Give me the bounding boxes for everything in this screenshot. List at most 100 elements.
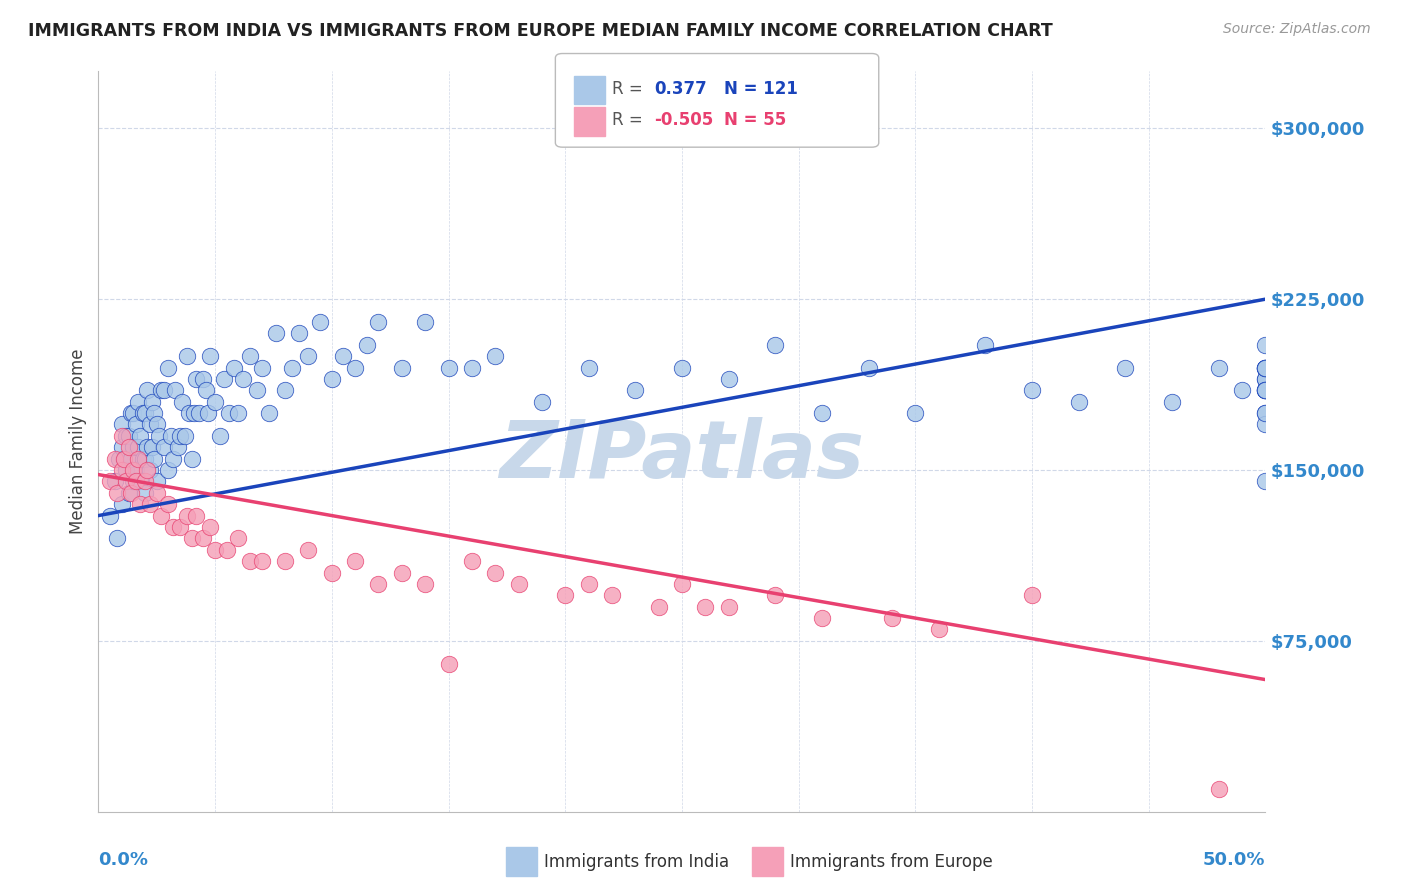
Point [1254,406,1277,420]
Point [232,372,254,386]
Text: R =: R = [612,112,643,129]
Point [122,440,145,454]
Point [157,497,180,511]
Point [105,532,128,546]
Point [309,315,332,329]
Point [136,440,159,454]
Point [162,451,184,466]
Point [112,451,135,466]
Point [218,406,240,420]
Point [125,475,148,489]
Point [115,463,138,477]
Point [858,360,880,375]
Point [1208,360,1230,375]
Point [104,475,127,489]
Text: IMMIGRANTS FROM INDIA VS IMMIGRANTS FROM EUROPE MEDIAN FAMILY INCOME CORRELATION: IMMIGRANTS FROM INDIA VS IMMIGRANTS FROM… [28,22,1053,40]
Point [321,566,343,580]
Point [204,394,226,409]
Point [111,417,134,432]
Point [1254,360,1277,375]
Point [136,463,159,477]
Point [578,360,600,375]
Point [127,394,149,409]
Point [413,315,436,329]
Point [1254,372,1277,386]
Point [578,577,600,591]
Point [180,451,202,466]
Point [508,577,530,591]
Point [367,577,389,591]
Point [122,406,145,420]
Point [165,384,187,398]
Point [204,542,226,557]
Point [125,463,148,477]
Point [763,588,786,602]
Point [288,326,311,341]
Point [118,429,141,443]
Point [1254,417,1277,432]
Text: -0.505: -0.505 [654,112,713,129]
Point [152,384,174,398]
Point [928,623,950,637]
Point [118,440,141,454]
Point [437,657,460,671]
Point [162,520,184,534]
Point [132,406,155,420]
Point [1114,360,1136,375]
Point [169,520,191,534]
Point [111,429,134,443]
Point [332,349,354,363]
Point [129,497,152,511]
Point [197,406,219,420]
Point [250,554,273,568]
Point [134,475,156,489]
Point [1021,588,1043,602]
Point [554,588,576,602]
Point [811,611,834,625]
Point [904,406,927,420]
Point [239,349,262,363]
Text: Source: ZipAtlas.com: Source: ZipAtlas.com [1223,22,1371,37]
Point [120,451,142,466]
Point [297,542,319,557]
Point [1254,384,1277,398]
Point [98,508,121,523]
Point [484,349,506,363]
Point [413,577,436,591]
Point [148,429,170,443]
Point [1254,372,1277,386]
Point [176,508,198,523]
Point [1254,360,1277,375]
Point [134,485,156,500]
Point [112,451,135,466]
Point [134,451,156,466]
Point [169,429,191,443]
Point [108,451,131,466]
Point [763,337,786,351]
Point [484,566,506,580]
Point [281,360,304,375]
Point [193,372,215,386]
Point [132,451,155,466]
Point [1230,384,1253,398]
Point [157,360,180,375]
Point [122,475,145,489]
Point [1254,384,1277,398]
Point [111,497,134,511]
Point [183,406,205,420]
Point [150,384,173,398]
Point [274,554,297,568]
Point [264,326,287,341]
Point [120,485,142,500]
Point [250,360,273,375]
Point [228,406,250,420]
Point [1254,360,1277,375]
Point [176,349,198,363]
Point [1254,384,1277,398]
Point [1254,475,1277,489]
Point [246,384,269,398]
Point [143,406,166,420]
Point [600,588,623,602]
Point [1254,406,1277,420]
Text: ZIPatlas: ZIPatlas [499,417,865,495]
